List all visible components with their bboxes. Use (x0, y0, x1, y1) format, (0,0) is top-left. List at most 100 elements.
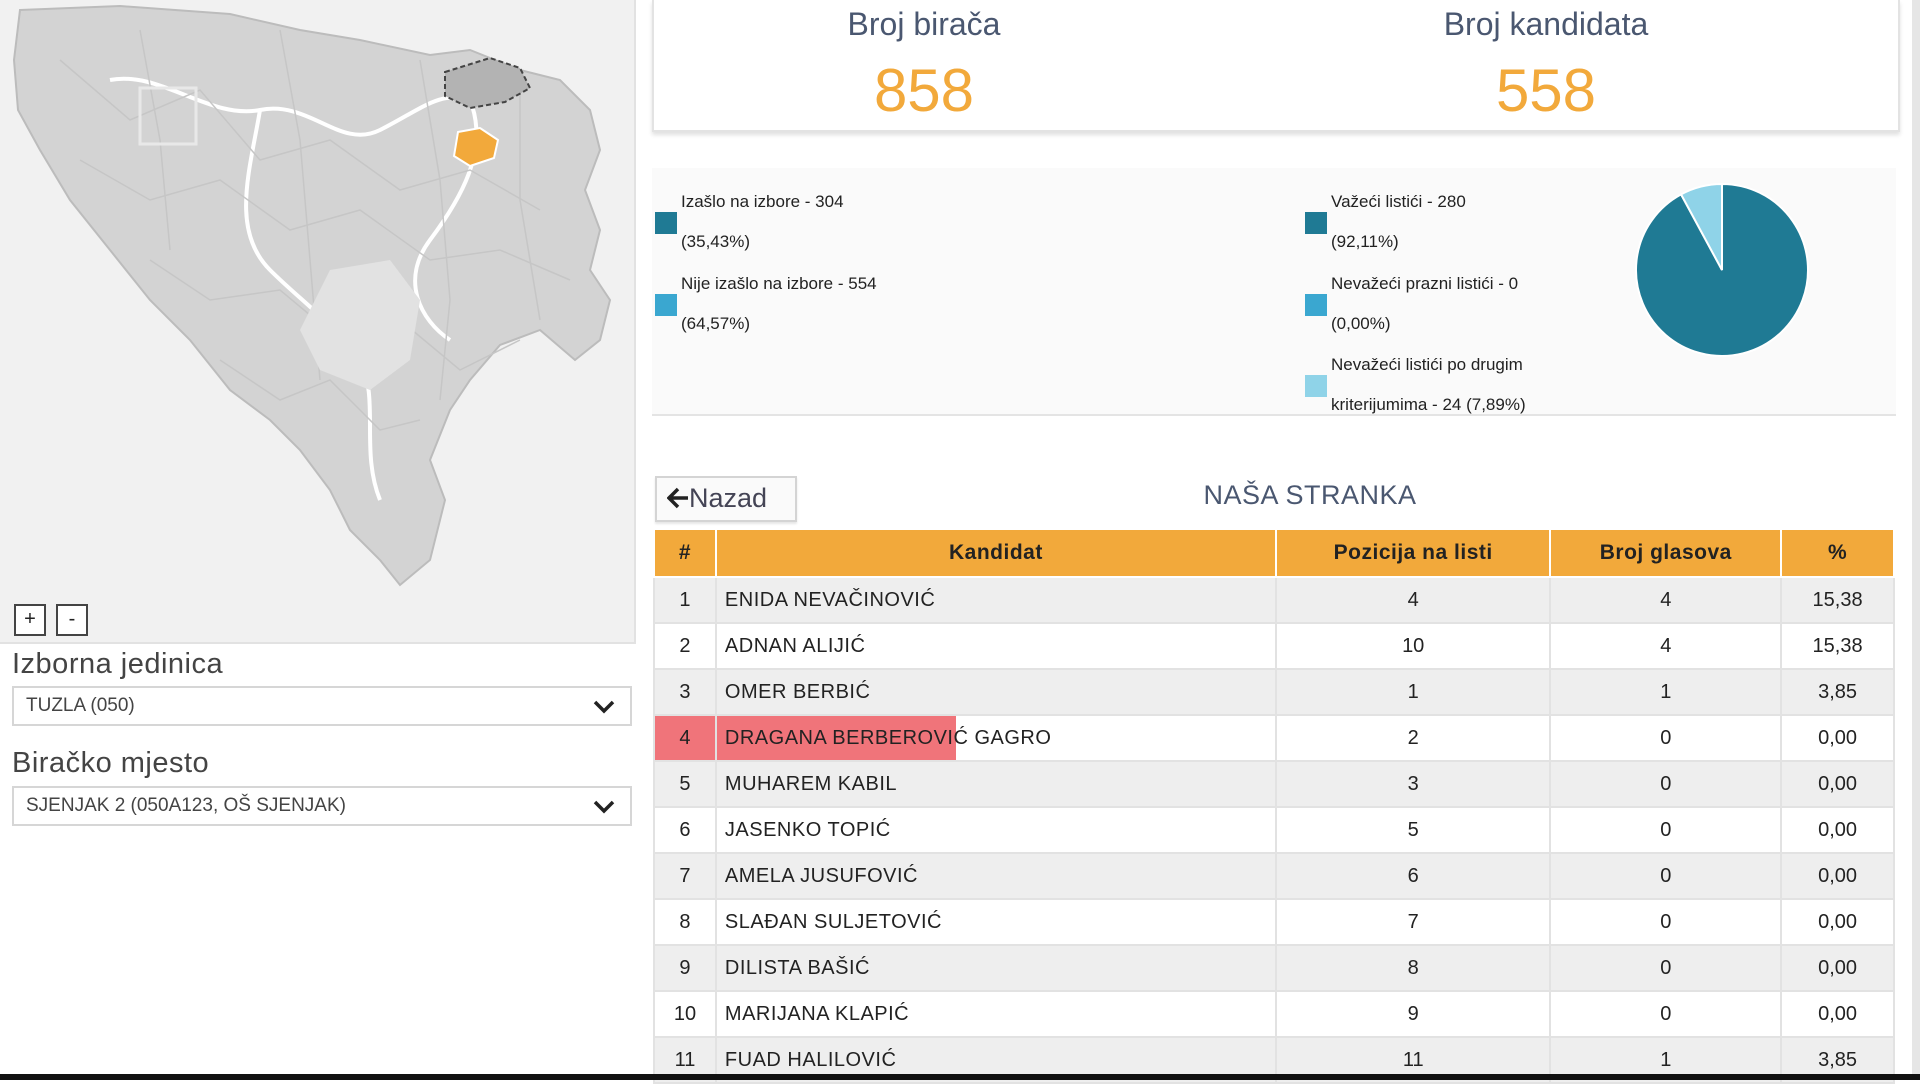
back-button[interactable]: Nazad (655, 476, 797, 522)
stats-card: Broj birača 858 Broj kandidata 558 (652, 0, 1900, 132)
row-percent: 0,00 (1780, 944, 1895, 992)
pie-slice-invalid-other (1679, 182, 1723, 271)
ballots-pie-chart (1635, 182, 1809, 357)
row-candidate-name: SLAĐAN SULJETOVIĆ (714, 898, 1277, 946)
legend-invalid-other-text: Nevažeći listići po drugim (1331, 355, 1523, 374)
voters-count-value: 858 (873, 57, 975, 124)
row-votes: 0 (1549, 852, 1783, 900)
row-list-position: 10 (1274, 622, 1552, 670)
table-row[interactable]: 8 SLAĐAN SULJETOVIĆ 7 0 0,00 (653, 898, 1895, 946)
zoom-out-button[interactable]: - (56, 604, 88, 636)
map-selected-municipality[interactable] (452, 126, 500, 168)
pie-slices (1635, 182, 1809, 357)
polling-station-select[interactable]: SJENJAK 2 (050A123, OŠ SJENJAK) (12, 786, 632, 826)
header-percent[interactable]: % (1780, 528, 1895, 578)
header-list-position[interactable]: Pozicija na listi (1274, 528, 1552, 578)
row-candidate-name: DILISTA BAŠIĆ (714, 944, 1277, 992)
row-index: 6 (653, 806, 717, 854)
table-row[interactable]: 4 DRAGANA BERBEROVIĆ GAGRO 2 0 0,00 (653, 714, 1895, 762)
back-button-label: Nazad (689, 483, 768, 513)
legend-invalid-other: Nevažeći listići po drugim kriterijumima… (1305, 345, 1625, 425)
row-votes: 4 (1549, 622, 1783, 670)
row-percent: 0,00 (1780, 714, 1895, 762)
row-list-position: 8 (1274, 944, 1552, 992)
header-index[interactable]: # (653, 528, 717, 578)
row-index: 8 (653, 898, 717, 946)
header-candidate[interactable]: Kandidat (714, 528, 1277, 578)
row-index: 2 (653, 622, 717, 670)
row-list-position: 5 (1274, 806, 1552, 854)
row-percent: 0,00 (1780, 760, 1895, 808)
map-panel: + - (0, 0, 636, 644)
table-row[interactable]: 3 OMER BERBIĆ 1 1 3,85 (653, 668, 1895, 716)
arrow-left-icon (666, 487, 688, 509)
table-row[interactable]: 5 MUHAREM KABIL 3 0 0,00 (653, 760, 1895, 808)
legend-not-voted-swatch (655, 294, 677, 316)
legend-valid-swatch (1305, 212, 1327, 234)
row-votes: 0 (1549, 806, 1783, 854)
scrollbar-track[interactable] (1912, 0, 1920, 1080)
header-votes[interactable]: Broj glasova (1549, 528, 1783, 578)
party-title: NAŠA STRANKA (1203, 480, 1417, 510)
row-percent: 0,00 (1780, 806, 1895, 854)
row-votes: 0 (1549, 898, 1783, 946)
electoral-unit-label: Izborna jedinica (12, 648, 224, 680)
legend-invalid-other-swatch (1305, 375, 1327, 397)
row-percent: 3,85 (1780, 668, 1895, 716)
row-candidate-name: ENIDA NEVAČINOVIĆ (714, 576, 1277, 624)
row-candidate-name: AMELA JUSUFOVIĆ (714, 852, 1277, 900)
row-votes: 0 (1549, 990, 1783, 1038)
table-row[interactable]: 1 ENIDA NEVAČINOVIĆ 4 4 15,38 (653, 576, 1895, 624)
legend-invalid-empty: Nevažeći prazni listići - 0 (0,00%) (1305, 264, 1625, 344)
electoral-unit-select[interactable]: TUZLA (050) (12, 686, 632, 726)
results-body: 1 ENIDA NEVAČINOVIĆ 4 4 15,38 2 ADNAN ALIJIĆ 10… (653, 576, 1895, 1084)
table-row[interactable]: 10 MARIJANA KLAPIĆ 9 0 0,00 (653, 990, 1895, 1038)
map-region-outlined (444, 56, 532, 110)
bottom-edge (0, 1074, 1920, 1080)
row-index: 1 (653, 576, 717, 624)
voters-count-label: Broj birača (847, 6, 1001, 42)
row-index: 5 (653, 760, 717, 808)
row-index: 4 (653, 714, 717, 762)
candidates-count-label: Broj kandidata (1443, 6, 1649, 42)
table-row[interactable]: 2 ADNAN ALIJIĆ 10 4 15,38 (653, 622, 1895, 670)
legend-invalid-other-pct: kriterijumima - 24 (7,89%) (1331, 395, 1526, 414)
map-municipality-borders (59, 29, 571, 431)
table-row[interactable]: 7 AMELA JUSUFOVIĆ 6 0 0,00 (653, 852, 1895, 900)
row-list-position: 9 (1274, 990, 1552, 1038)
legend-not-voted-pct: (64,57%) (681, 314, 750, 333)
legend-voted-pct: (35,43%) (681, 232, 750, 251)
bih-map[interactable] (0, 0, 634, 642)
row-votes: 0 (1549, 944, 1783, 992)
row-list-position: 6 (1274, 852, 1552, 900)
row-candidate-name: OMER BERBIĆ (714, 668, 1277, 716)
row-votes: 0 (1549, 760, 1783, 808)
row-percent: 0,00 (1780, 990, 1895, 1038)
row-list-position: 3 (1274, 760, 1552, 808)
legend-valid-text: Važeći listići - 280 (1331, 192, 1466, 211)
row-list-position: 1 (1274, 668, 1552, 716)
row-votes: 4 (1549, 576, 1783, 624)
map-region-light (300, 260, 420, 390)
legend-invalid-empty-swatch (1305, 294, 1327, 316)
results-table: # Kandidat Pozicija na listi Broj glasov… (653, 528, 1895, 1084)
table-row[interactable]: 9 DILISTA BAŠIĆ 8 0 0,00 (653, 944, 1895, 992)
electoral-unit-value: TUZLA (050) (26, 695, 135, 716)
row-percent: 15,38 (1780, 622, 1895, 670)
legend-invalid-empty-pct: (0,00%) (1331, 314, 1391, 333)
row-candidate-name: MARIJANA KLAPIĆ (714, 990, 1277, 1038)
zoom-in-button[interactable]: + (14, 604, 46, 636)
legend-voted: Izašlo na izbore - 304 (35,43%) (655, 182, 955, 262)
row-candidate-name: MUHAREM KABIL (714, 760, 1277, 808)
polling-station-label: Biračko mjesto (12, 747, 210, 779)
legend-valid: Važeći listići - 280 (92,11%) (1305, 182, 1625, 262)
row-candidate-name: ADNAN ALIJIĆ (714, 622, 1277, 670)
row-index: 10 (653, 990, 717, 1038)
polling-station-value: SJENJAK 2 (050A123, OŠ SJENJAK) (26, 795, 346, 816)
legend-voted-swatch (655, 212, 677, 234)
legend-valid-pct: (92,11%) (1331, 232, 1399, 251)
table-row[interactable]: 6 JASENKO TOPIĆ 5 0 0,00 (653, 806, 1895, 854)
row-index: 7 (653, 852, 717, 900)
results-header-row: # Kandidat Pozicija na listi Broj glasov… (653, 528, 1895, 578)
row-list-position: 7 (1274, 898, 1552, 946)
